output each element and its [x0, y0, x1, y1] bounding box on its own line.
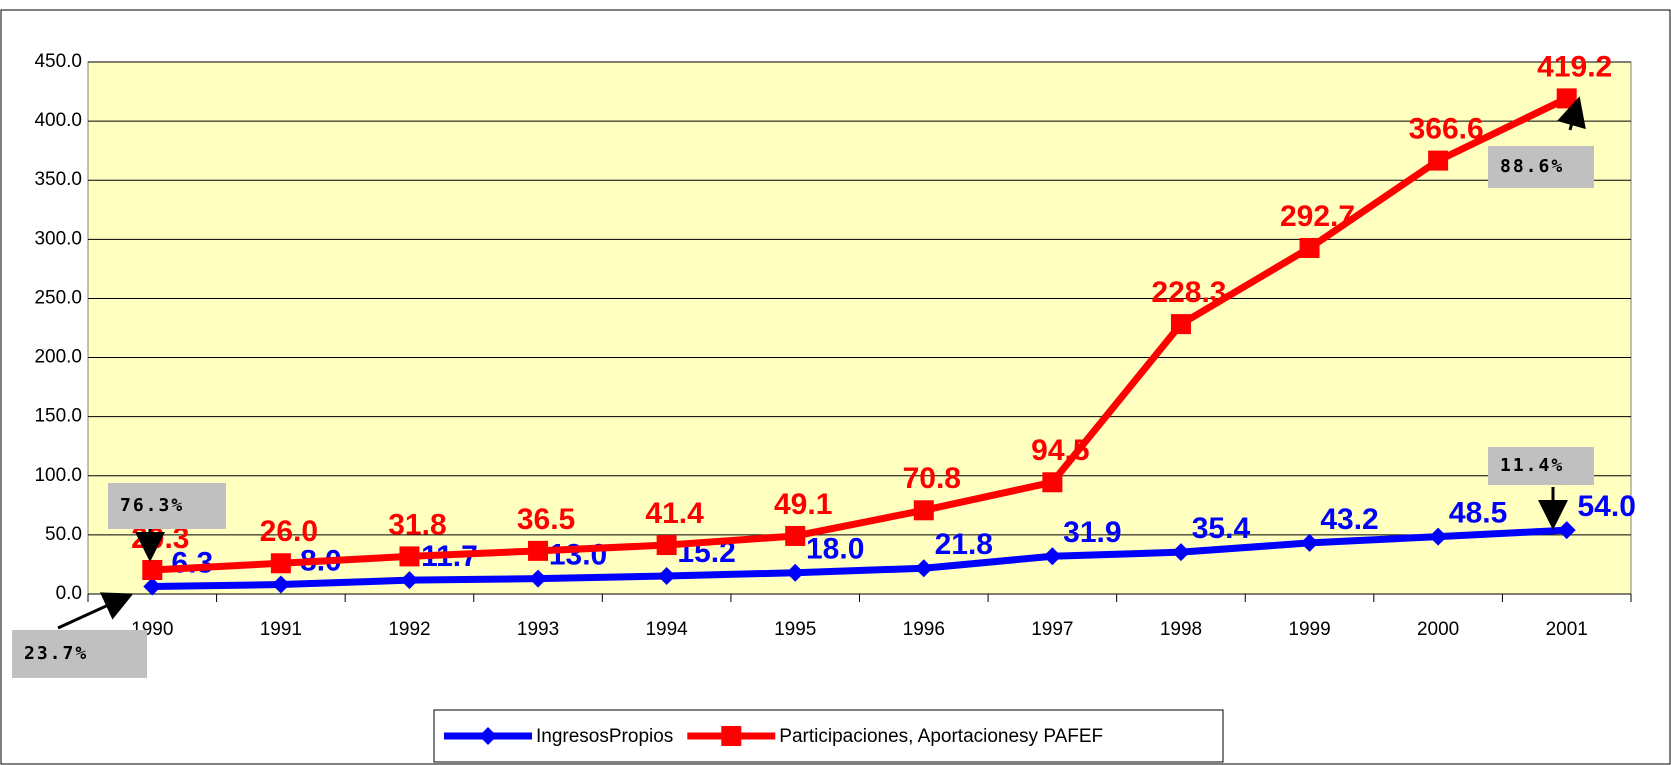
annotation-box	[1488, 447, 1594, 485]
annotation-box	[12, 630, 147, 678]
x-tick-label: 2000	[1417, 619, 1459, 640]
x-tick-label: 2001	[1546, 619, 1588, 640]
data-label: 41.4	[645, 497, 704, 530]
marker	[914, 559, 933, 578]
annotation-box	[1488, 146, 1594, 188]
legend-marker	[479, 727, 497, 745]
y-tick-label: 150.0	[34, 406, 82, 427]
annotation-arrow	[57, 592, 134, 630]
plot-area	[87, 61, 1632, 595]
x-tick-label: 1995	[774, 619, 816, 640]
data-label: 13.0	[549, 539, 607, 572]
marker	[1171, 543, 1190, 562]
legend-marker	[721, 726, 742, 746]
y-tick-label: 200.0	[34, 347, 82, 368]
data-label: 70.8	[903, 462, 961, 495]
data-label: 36.5	[517, 503, 575, 536]
data-label: 43.2	[1320, 503, 1378, 536]
marker	[1300, 533, 1319, 552]
marker	[270, 553, 291, 574]
marker	[1043, 547, 1062, 566]
marker	[1299, 237, 1320, 258]
y-tick-label: 350.0	[34, 169, 82, 190]
legend-box	[433, 709, 1224, 763]
data-label: 26.0	[260, 515, 318, 548]
marker	[400, 571, 419, 590]
legend-label: IngresosPropios	[536, 726, 673, 747]
x-tick-label: 1991	[260, 619, 302, 640]
data-label: 94.5	[1031, 434, 1089, 467]
annotation: 88.6%	[1500, 156, 1564, 177]
annotation-box	[108, 483, 226, 529]
data-label: 228.3	[1151, 276, 1226, 309]
y-tick-label: 50.0	[45, 524, 82, 545]
x-tick-label: 1994	[645, 619, 688, 640]
marker	[1170, 314, 1191, 335]
marker	[399, 546, 420, 567]
x-tick-label: 1997	[1031, 619, 1073, 640]
series-line	[152, 95, 1569, 574]
marker	[656, 535, 677, 556]
y-tick-label: 250.0	[34, 287, 82, 308]
marker	[271, 575, 290, 594]
data-label: 18.0	[806, 533, 864, 566]
data-label: 6.3	[171, 546, 213, 579]
series-line	[152, 526, 1567, 591]
marker	[528, 540, 549, 561]
y-tick-label: 0.0	[56, 583, 82, 604]
data-label: 419.2	[1537, 50, 1612, 83]
x-tick-label: 1999	[1288, 619, 1330, 640]
x-tick-label: 1998	[1160, 619, 1202, 640]
y-tick-label: 400.0	[34, 110, 82, 131]
x-tick-label: 1993	[517, 619, 559, 640]
marker	[1428, 150, 1449, 171]
marker	[1556, 88, 1577, 109]
marker	[657, 567, 676, 586]
marker	[913, 500, 934, 521]
data-label: 49.1	[774, 488, 832, 521]
y-tick-label: 100.0	[34, 465, 82, 486]
data-label: 21.8	[935, 528, 993, 561]
data-label: 48.5	[1449, 497, 1507, 530]
legend-label: Participaciones, Aportacionesy PAFEF	[779, 726, 1103, 747]
marker	[1042, 472, 1063, 493]
marker	[529, 569, 548, 588]
annotation-arrow	[1556, 96, 1586, 131]
annotation: 23.7%	[24, 643, 88, 664]
x-tick-label: 1996	[903, 619, 945, 640]
data-label: 292.7	[1280, 200, 1355, 233]
annotation: 11.4%	[1500, 455, 1564, 476]
marker	[142, 560, 163, 581]
data-label: 366.6	[1409, 113, 1484, 146]
data-label: 31.9	[1063, 516, 1121, 549]
y-tick-label: 450.0	[34, 51, 82, 72]
data-label: 31.8	[388, 508, 446, 541]
marker	[786, 563, 805, 582]
y-tick-label: 300.0	[34, 228, 82, 249]
annotation: 76.3%	[120, 495, 184, 516]
data-label: 35.4	[1192, 512, 1251, 545]
x-tick-label: 1992	[388, 619, 430, 640]
marker	[1429, 527, 1448, 546]
marker	[143, 577, 162, 596]
marker	[785, 525, 806, 546]
data-label: 54.0	[1578, 490, 1636, 523]
